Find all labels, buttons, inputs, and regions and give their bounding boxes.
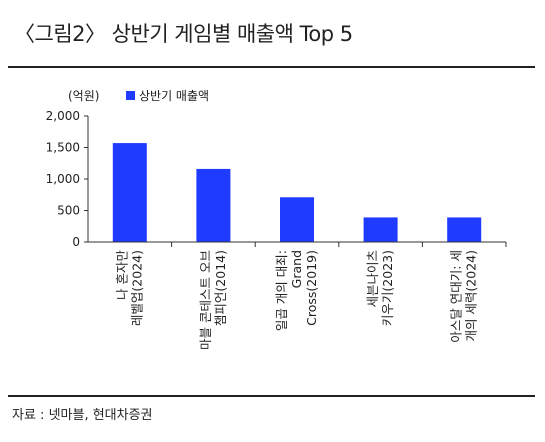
legend: (억원) 상반기 매출액 xyxy=(68,89,209,103)
unit-label: (억원) xyxy=(68,89,99,103)
y-tick-label: 1,000 xyxy=(46,172,80,186)
top-rule xyxy=(8,66,535,68)
y-tick-label: 1,500 xyxy=(46,141,80,155)
x-tick-label: 마블 콘테스트 오브 xyxy=(198,250,213,350)
x-tick-label: 세븐나이츠 xyxy=(365,250,380,308)
x-tick-label: 일곱 개의 대죄: xyxy=(274,250,289,331)
bar xyxy=(280,197,314,242)
bar xyxy=(196,168,231,242)
legend-swatch xyxy=(126,91,135,100)
bottom-rule xyxy=(8,395,535,397)
y-tick-label: 500 xyxy=(57,204,80,218)
y-axis: 2,000 1,500 1,000 500 0 xyxy=(46,109,89,249)
x-tick-label: Cross(2019) xyxy=(304,250,319,326)
x-tick-label: 개의 세력(2024) xyxy=(464,250,479,342)
x-tick-label: Grand xyxy=(289,250,304,288)
bar xyxy=(112,143,147,242)
x-tick-label: 아스달 연대기: 세 xyxy=(449,250,464,343)
bar xyxy=(447,217,482,242)
x-tick-label: 레벨업(2024) xyxy=(129,250,144,326)
x-tick-label: 키우기(2023) xyxy=(380,250,395,326)
x-axis: 나 혼자만 레벨업(2024) 마블 콘테스트 오브 챔피언(2014) 일곱 개의 대… xyxy=(88,241,507,350)
x-tick-label: 챔피언(2014) xyxy=(213,250,228,326)
bar-chart: 2,000 1,500 1,000 500 0 나 혼자만 레벨업(2024) 마블 콘테스… xyxy=(46,89,507,350)
bar xyxy=(363,217,398,242)
legend-label: 상반기 매출액 xyxy=(139,89,209,103)
y-tick-label: 0 xyxy=(72,235,80,249)
y-tick-label: 2,000 xyxy=(46,109,80,123)
bars xyxy=(112,143,482,242)
x-tick-label: 나 혼자만 xyxy=(114,250,129,300)
figure-title: 〈그림2〉 상반기 게임별 매출액 Top 5 xyxy=(14,22,353,46)
source-note: 자료 : 넷마블, 현대차증권 xyxy=(12,408,153,423)
